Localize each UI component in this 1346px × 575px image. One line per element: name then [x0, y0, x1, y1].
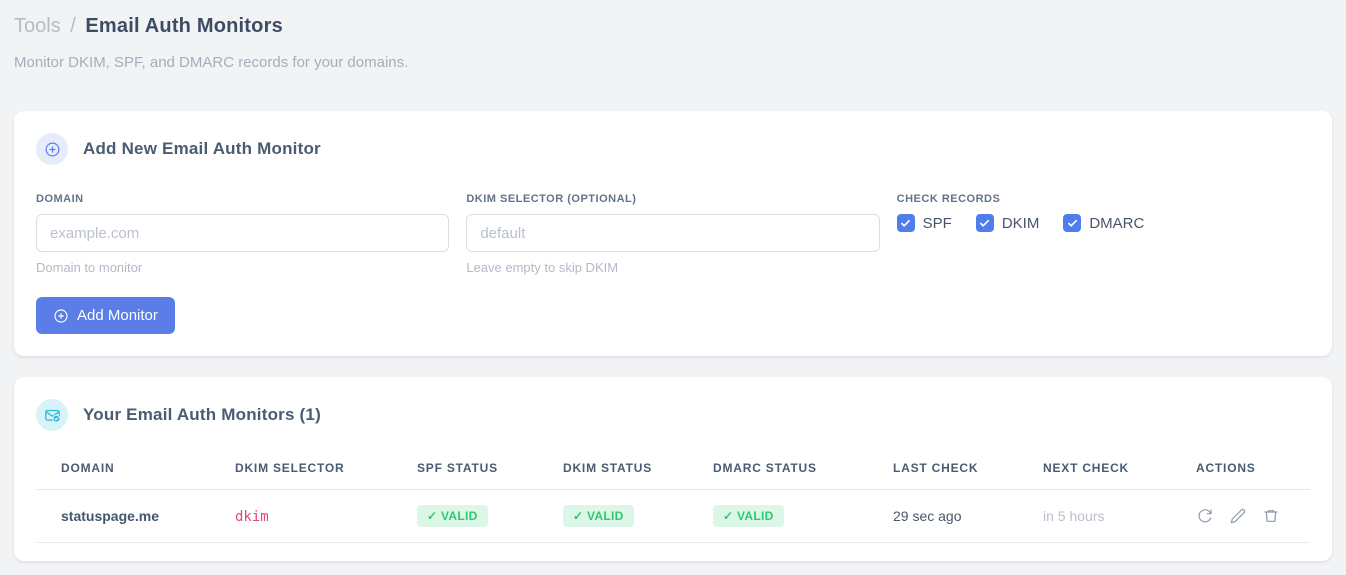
column-header-dkim-selector: DKIM SELECTOR — [235, 453, 417, 490]
dmarc-checkbox-label: DMARC — [1089, 214, 1145, 232]
email-auth-monitors-page: Tools / Email Auth Monitors Monitor DKIM… — [14, 12, 1332, 561]
column-header-last-check: LAST CHECK — [893, 453, 1043, 490]
domain-field-group: DOMAIN Domain to monitor — [36, 193, 450, 275]
table-header-row: DOMAIN DKIM SELECTOR SPF STATUS DKIM STA… — [36, 453, 1310, 490]
monitor-last-check: 29 sec ago — [893, 489, 1043, 543]
add-monitor-button-label: Add Monitor — [77, 307, 158, 324]
breadcrumb-tools-link[interactable]: Tools — [14, 15, 61, 37]
breadcrumb: Tools / Email Auth Monitors — [14, 12, 1332, 40]
dkim-status-badge: ✓ VALID — [563, 505, 634, 527]
dkim-selector-field-label: DKIM SELECTOR (OPTIONAL) — [466, 193, 637, 205]
dkim-selector-field-group: DKIM SELECTOR (OPTIONAL) Leave empty to … — [466, 193, 880, 275]
checkbox-check-icon — [975, 214, 994, 232]
refresh-icon — [1198, 509, 1212, 523]
edit-button[interactable] — [1229, 507, 1247, 525]
column-header-spf-status: SPF STATUS — [417, 453, 563, 490]
spf-status-badge: ✓ VALID — [417, 505, 488, 527]
trash-icon — [1264, 510, 1278, 523]
dkim-checkbox[interactable]: DKIM — [975, 214, 1040, 232]
column-header-dkim-status: DKIM STATUS — [563, 453, 713, 490]
add-monitor-form: DOMAIN Domain to monitor DKIM SELECTOR (… — [36, 193, 1310, 275]
add-monitor-card-title: Add New Email Auth Monitor — [83, 139, 321, 158]
monitors-card-header: Your Email Auth Monitors (1) — [36, 399, 1310, 431]
column-header-domain: DOMAIN — [36, 453, 235, 490]
check-records-group: CHECK RECORDS SPF DKIM — [896, 193, 1310, 275]
plus-circle-icon — [53, 308, 69, 324]
monitor-domain: statuspage.me — [36, 489, 235, 543]
refresh-button[interactable] — [1196, 507, 1214, 525]
column-header-dmarc-status: DMARC STATUS — [713, 453, 893, 490]
spf-checkbox-label: SPF — [922, 214, 952, 232]
check-records-options: SPF DKIM DMARC — [896, 214, 1310, 232]
dkim-checkbox-label: DKIM — [1001, 214, 1040, 232]
delete-button[interactable] — [1262, 507, 1280, 525]
check-records-label: CHECK RECORDS — [896, 193, 1001, 205]
breadcrumb-separator: / — [70, 15, 76, 37]
add-monitor-button[interactable]: Add Monitor — [36, 297, 175, 334]
dmarc-checkbox[interactable]: DMARC — [1063, 214, 1144, 232]
envelope-check-icon — [36, 399, 68, 431]
column-header-next-check: NEXT CHECK — [1043, 453, 1196, 490]
dmarc-status-badge: ✓ VALID — [713, 505, 784, 527]
plus-circle-icon — [36, 133, 68, 165]
dkim-selector-input[interactable] — [466, 214, 880, 252]
domain-field-label: DOMAIN — [36, 193, 84, 205]
monitor-dkim-selector: dkim — [235, 508, 269, 525]
monitor-next-check: in 5 hours — [1043, 489, 1196, 543]
monitors-card: Your Email Auth Monitors (1) DOMAIN DKIM… — [14, 377, 1332, 561]
checkbox-check-icon — [1063, 214, 1082, 232]
page-title: Email Auth Monitors — [85, 15, 283, 37]
dkim-selector-field-helper: Leave empty to skip DKIM — [466, 260, 619, 275]
column-header-actions: ACTIONS — [1196, 453, 1310, 490]
add-monitor-card: Add New Email Auth Monitor DOMAIN Domain… — [14, 111, 1332, 356]
page-subtitle: Monitor DKIM, SPF, and DMARC records for… — [14, 54, 409, 71]
domain-field-helper: Domain to monitor — [36, 260, 143, 275]
domain-input[interactable] — [36, 214, 450, 252]
checkbox-check-icon — [896, 214, 915, 232]
add-monitor-card-header: Add New Email Auth Monitor — [36, 133, 1310, 165]
monitors-card-title: Your Email Auth Monitors (1) — [83, 405, 321, 424]
pencil-icon — [1230, 509, 1246, 524]
spf-checkbox[interactable]: SPF — [896, 214, 952, 232]
table-row: statuspage.me dkim ✓ VALID ✓ VALID ✓ VAL… — [36, 489, 1310, 543]
monitors-table: DOMAIN DKIM SELECTOR SPF STATUS DKIM STA… — [36, 453, 1310, 543]
